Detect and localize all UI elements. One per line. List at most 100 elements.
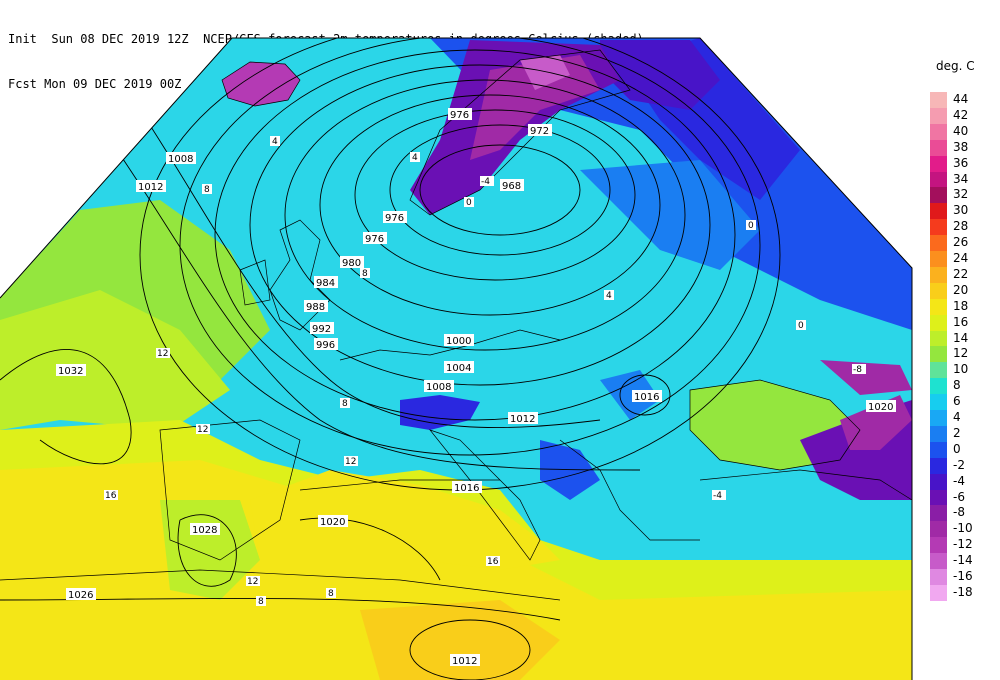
- temperature-label-text: 8: [204, 185, 210, 195]
- legend-swatch: [930, 521, 947, 538]
- pressure-label: 976: [363, 232, 387, 245]
- pressure-label: 996: [314, 338, 338, 351]
- legend-label: 42: [953, 107, 969, 122]
- legend-swatch: [930, 235, 947, 252]
- pressure-label-text: 1008: [426, 382, 451, 393]
- legend-swatch: [930, 314, 947, 331]
- legend-swatch: [930, 330, 947, 347]
- pressure-label: 1016: [632, 390, 662, 403]
- legend-label: 14: [953, 330, 969, 345]
- legend-label: 24: [953, 251, 969, 265]
- legend-label: -4: [953, 473, 965, 488]
- temperature-label: 0: [746, 220, 756, 231]
- pressure-label: 1008: [166, 152, 196, 165]
- legend-label: 0: [953, 441, 961, 456]
- pressure-label: 984: [314, 276, 338, 289]
- legend-label: 6: [953, 394, 961, 409]
- legend-label: -12: [953, 537, 973, 552]
- pressure-label-text: 1020: [320, 517, 345, 528]
- legend-swatch: [930, 569, 947, 585]
- legend-swatch: [930, 473, 947, 490]
- pressure-label: 1016: [452, 481, 482, 494]
- pressure-label: 1026: [66, 588, 96, 601]
- legend-swatch: [930, 219, 947, 236]
- pressure-label-text: 976: [385, 213, 404, 224]
- pressure-label-text: 1012: [452, 656, 477, 667]
- legend-label: -10: [953, 521, 973, 536]
- temperature-label-text: 12: [345, 457, 356, 467]
- temperature-label-text: 4: [272, 137, 278, 147]
- temperature-label-text: 16: [105, 491, 117, 501]
- pressure-label-text: 992: [312, 324, 331, 335]
- legend-label: 18: [953, 298, 969, 313]
- legend-label: -6: [953, 489, 965, 504]
- pressure-label-text: 984: [316, 278, 335, 289]
- temperature-label: -4: [480, 176, 494, 187]
- legend-swatch: [930, 410, 947, 426]
- pressure-label-text: 1016: [454, 483, 479, 494]
- pressure-label: 1012: [136, 180, 166, 193]
- pressure-label: 1004: [444, 361, 474, 374]
- legend-swatch: [930, 123, 947, 140]
- legend-label: 34: [953, 171, 969, 186]
- pressure-label-text: 1004: [446, 363, 471, 374]
- pressure-label: 968: [500, 179, 524, 192]
- legend-swatch: [930, 584, 947, 601]
- legend-swatch: [930, 537, 947, 554]
- temperature-label-text: 4: [606, 291, 612, 301]
- legend-swatch: [930, 92, 947, 108]
- temperature-label: 8: [326, 588, 336, 599]
- legend-swatch: [930, 107, 947, 124]
- temperature-label-text: -4: [713, 491, 722, 501]
- pressure-label-text: 996: [316, 340, 335, 351]
- temperature-label-text: 4: [412, 153, 418, 163]
- pressure-label: 1008: [424, 380, 454, 393]
- temperature-label: 8: [340, 398, 350, 409]
- pressure-label: 1020: [866, 400, 896, 413]
- legend-label: -8: [953, 505, 965, 520]
- legend-title: deg. C: [936, 59, 975, 73]
- temperature-label-text: 0: [748, 221, 754, 231]
- legend-swatch: [930, 489, 947, 506]
- pressure-label-text: 988: [306, 302, 325, 313]
- temperature-label: 4: [604, 290, 614, 301]
- legend-swatch: [930, 187, 947, 204]
- pressure-label: 976: [383, 211, 407, 224]
- temperature-label: 16: [486, 556, 500, 567]
- pressure-label-text: 980: [342, 258, 361, 269]
- pressure-label: 992: [310, 322, 334, 335]
- legend-swatch: [930, 505, 947, 522]
- legend-swatch: [930, 346, 947, 363]
- temperature-label: 8: [256, 596, 266, 607]
- legend-swatch: [930, 171, 947, 188]
- legend-swatch: [930, 298, 947, 315]
- pressure-label-text: 1032: [58, 366, 83, 377]
- temperature-label: 0: [796, 320, 806, 331]
- legend-label: -2: [953, 457, 965, 472]
- pressure-label: 976: [448, 108, 472, 121]
- temperature-label: 8: [360, 268, 370, 279]
- temperature-label: 4: [270, 136, 280, 147]
- pressure-label-text: 968: [502, 181, 521, 192]
- map-boundary: [0, 37, 913, 680]
- pressure-label: 1012: [508, 412, 538, 425]
- legend-swatch: [930, 139, 947, 156]
- legend-label: 20: [953, 282, 969, 297]
- temperature-label: -8: [852, 364, 866, 375]
- legend-label: -18: [953, 584, 973, 599]
- temperature-label-text: 8: [342, 399, 348, 409]
- temperature-label: 0: [464, 197, 474, 208]
- temperature-label-text: 12: [247, 577, 258, 587]
- pressure-label-text: 1016: [634, 392, 659, 403]
- temperature-label-text: 16: [487, 557, 499, 567]
- pressure-label: 1028: [190, 523, 220, 536]
- pressure-label-text: 1012: [138, 182, 163, 193]
- legend-swatch: [930, 266, 947, 283]
- temperature-label-text: 0: [466, 198, 472, 208]
- legend-swatch: [930, 378, 947, 395]
- pressure-label: 1012: [450, 654, 480, 667]
- legend-label: 28: [953, 219, 969, 234]
- temperature-label: -4: [712, 490, 726, 501]
- temperature-label-text: 8: [328, 589, 334, 599]
